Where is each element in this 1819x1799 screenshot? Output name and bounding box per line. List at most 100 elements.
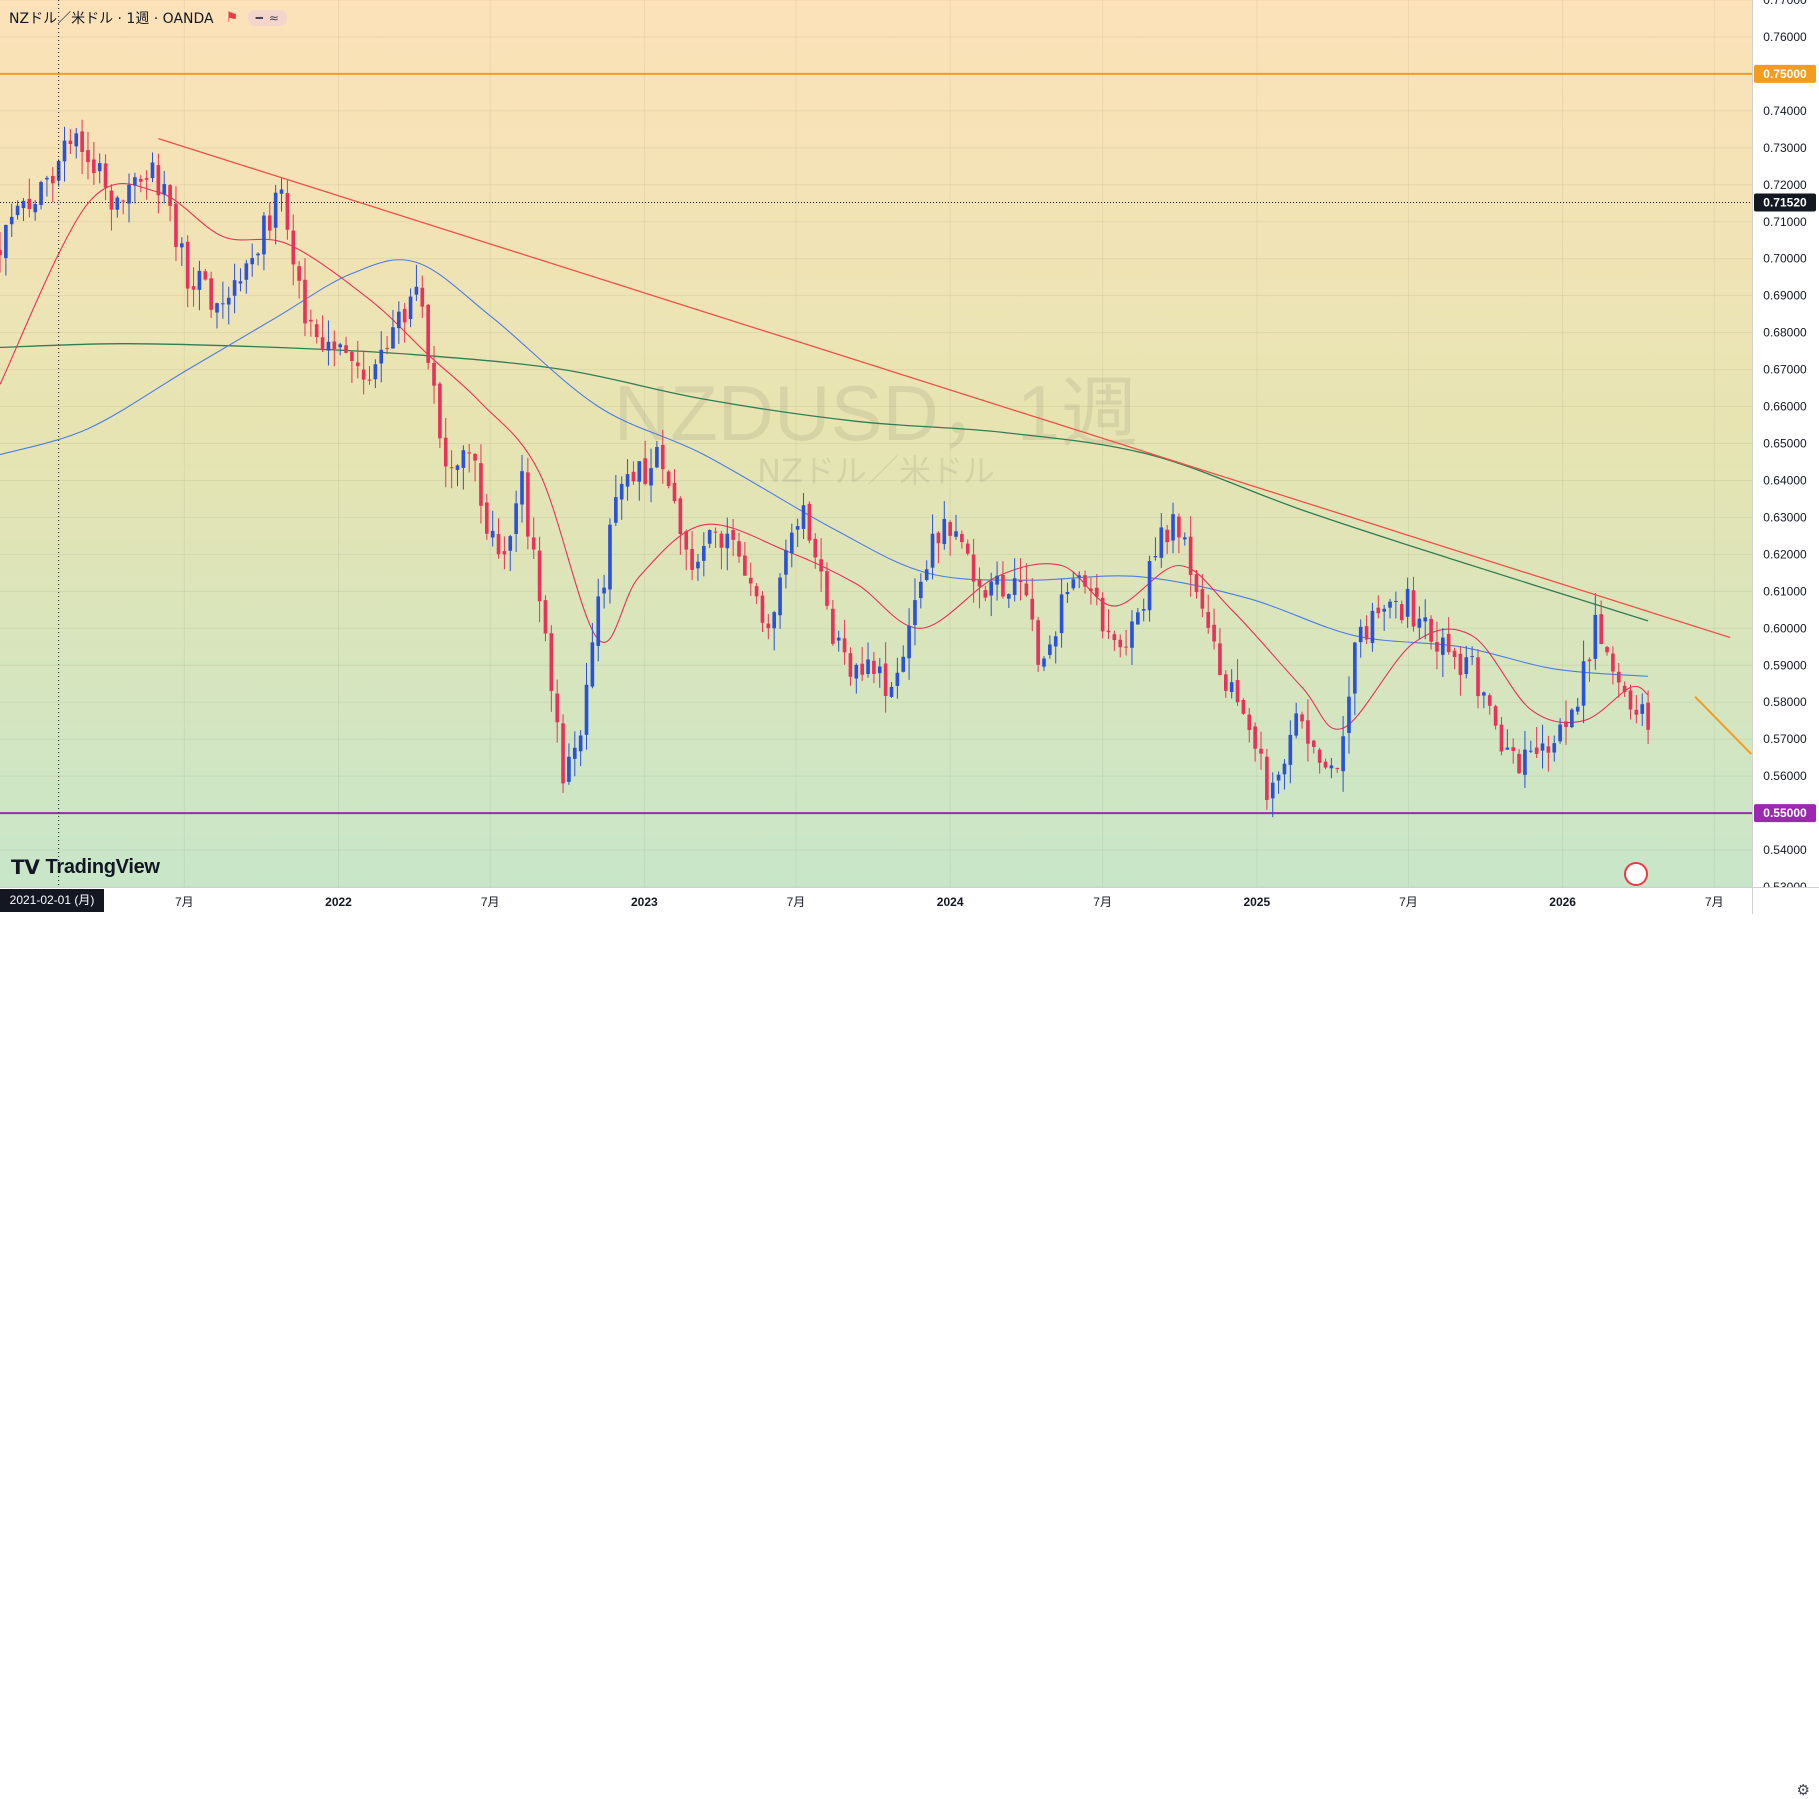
candle-body: [1182, 537, 1187, 540]
indicator-toggle[interactable]: ━ ≈: [247, 10, 287, 26]
candle-body: [27, 198, 32, 210]
candle: [309, 309, 313, 337]
candle-body: [455, 465, 460, 471]
price-chart[interactable]: NZDUSD，1週 NZドル／米ドル: [0, 0, 1752, 887]
candle: [1241, 698, 1246, 715]
candle-body: [1223, 674, 1228, 691]
candle: [514, 490, 518, 552]
tradingview-logo[interactable]: 𝗧𝗩 TradingView: [11, 855, 160, 880]
candle: [484, 494, 489, 540]
candle: [660, 429, 665, 484]
candle: [121, 199, 125, 215]
candle: [1112, 630, 1117, 652]
candle: [772, 610, 777, 651]
candle-body: [1616, 671, 1621, 683]
candle: [1470, 646, 1474, 665]
candle-body: [1382, 608, 1386, 612]
candle-body: [297, 266, 301, 281]
candle-body: [1012, 578, 1017, 595]
price-tick-label: 0.54000: [1763, 843, 1807, 857]
candle: [373, 359, 378, 389]
candle: [631, 461, 636, 485]
candle-body: [1376, 607, 1381, 614]
candle: [1646, 690, 1650, 745]
candle-body: [1570, 709, 1574, 728]
candle: [1364, 615, 1369, 645]
candle-body: [1429, 618, 1433, 642]
candle: [836, 630, 841, 652]
settings-icon[interactable]: ⚙: [1796, 1782, 1810, 1799]
candle: [1341, 715, 1345, 792]
candle-body: [1493, 706, 1498, 726]
price-tick-label: 0.53000: [1763, 880, 1807, 887]
candle-body: [549, 633, 554, 692]
candle: [215, 302, 219, 329]
candle-body: [901, 656, 906, 672]
candle: [408, 288, 413, 328]
candle-body: [221, 303, 225, 305]
candle-body: [825, 571, 829, 606]
candle-body: [473, 453, 477, 461]
candle-body: [1347, 696, 1351, 733]
candle: [1024, 563, 1029, 597]
candle: [1306, 699, 1310, 762]
candle: [1317, 747, 1322, 774]
candle: [80, 119, 84, 175]
projection-line[interactable]: [1694, 695, 1752, 755]
price-badge-text: 0.55000: [1763, 806, 1807, 820]
plot-area[interactable]: NZDUSD，1週 NZドル／米ドル NZドル／米ドル · 1週 · OANDA…: [0, 0, 1752, 887]
price-tick-label: 0.71000: [1763, 215, 1807, 229]
candle: [97, 153, 102, 184]
candle: [526, 457, 530, 550]
candle: [678, 496, 683, 555]
candle: [1311, 739, 1316, 754]
candle-body: [1276, 774, 1281, 781]
candle: [438, 381, 442, 449]
candle: [860, 647, 864, 682]
candle-body: [655, 446, 659, 468]
price-axis[interactable]: 0.77000 0.76000 0.75000 0.74000 0.73000 0.720…: [1752, 0, 1819, 894]
trendline[interactable]: [158, 137, 1731, 639]
candle-body: [954, 531, 958, 537]
candle-body: [162, 184, 167, 195]
candle-body: [883, 663, 888, 697]
price-tick-label: 0.61000: [1763, 584, 1807, 598]
flag-globe-icon[interactable]: [1624, 862, 1648, 886]
candle-body: [1634, 709, 1639, 715]
legend-title[interactable]: NZドル／米ドル · 1週 · OANDA: [9, 11, 214, 27]
price-badge-text: 0.71520: [1763, 196, 1807, 210]
candle: [655, 440, 659, 469]
price-tick-label: 0.58000: [1763, 695, 1807, 709]
candle-body: [1118, 639, 1123, 648]
candle: [1053, 631, 1058, 664]
candle-body: [1136, 612, 1140, 625]
candle: [1229, 669, 1234, 699]
time-axis[interactable]: 7月 2022 7月 2023 7月 2024 7月 2025 7月 2026 7月: [0, 887, 1752, 914]
candle-body: [262, 215, 266, 255]
candle-body: [1458, 653, 1463, 675]
candle: [92, 141, 96, 185]
candle: [1605, 645, 1609, 656]
candle-body: [1452, 650, 1457, 657]
candle: [1552, 735, 1557, 762]
watermark-symbol: NZDUSD，1週: [614, 369, 1138, 457]
trend-drawings[interactable]: [158, 137, 1752, 755]
candle: [502, 536, 507, 570]
candle-body: [1306, 720, 1310, 744]
symbol-legend[interactable]: NZドル／米ドル · 1週 · OANDA ⚑ ━ ≈: [9, 8, 287, 28]
candle-body: [1112, 634, 1117, 641]
price-tick-label: 0.56000: [1763, 769, 1807, 783]
candle: [103, 154, 108, 201]
candle: [1511, 738, 1516, 764]
candle-body: [1628, 690, 1633, 710]
candle-body: [1329, 765, 1334, 769]
candle: [831, 599, 835, 646]
candle: [848, 647, 853, 686]
candle-body: [1300, 714, 1304, 722]
flag-icon[interactable]: ⚑: [225, 10, 239, 26]
candle-body: [156, 165, 161, 196]
candle: [1177, 513, 1181, 554]
candle: [537, 536, 542, 623]
candle: [1523, 731, 1527, 788]
candle-body: [555, 693, 560, 723]
